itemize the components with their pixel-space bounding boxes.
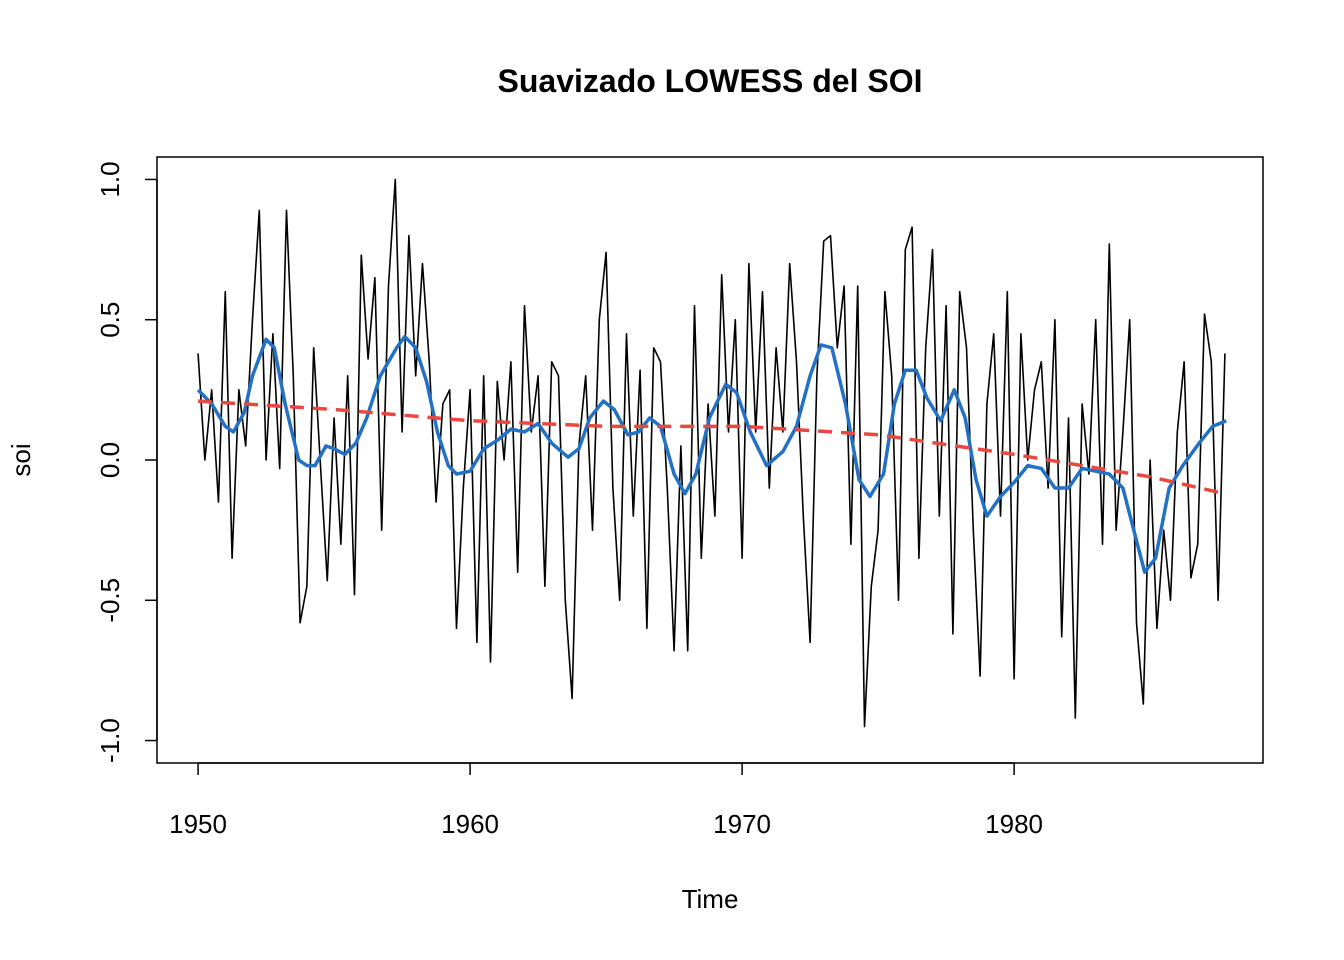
- series-line: [197, 399, 1226, 496]
- series-line: [196, 334, 1227, 574]
- plot-frame: [156, 156, 1264, 764]
- series-line: [197, 178, 1226, 728]
- y-tick-label: 0.5: [95, 302, 125, 338]
- y-tick-label: 1.0: [95, 161, 125, 197]
- y-tick-label: 0.0: [95, 442, 125, 478]
- x-tick-label: 1970: [713, 809, 771, 839]
- chart-title: Suavizado LOWESS del SOI: [498, 63, 923, 99]
- x-tick-label: 1960: [441, 809, 499, 839]
- x-tick-label: 1980: [985, 809, 1043, 839]
- x-tick-label: 1950: [169, 809, 227, 839]
- y-axis-label: soi: [6, 443, 36, 476]
- y-tick-label: -0.5: [95, 578, 125, 623]
- y-tick-label: -1.0: [95, 718, 125, 763]
- x-axis-label: Time: [682, 884, 739, 914]
